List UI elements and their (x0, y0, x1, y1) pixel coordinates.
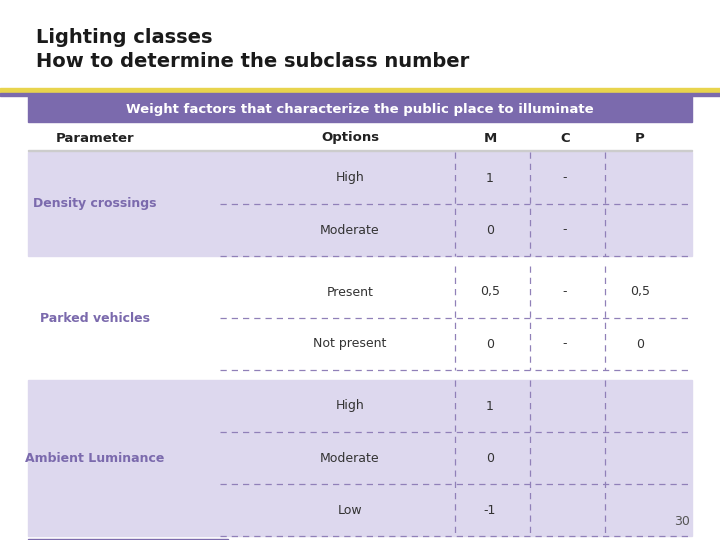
Bar (28, 266, 692, 370)
Text: Weight factors that characterize the public place to illuminate: Weight factors that characterize the pub… (126, 103, 594, 116)
Bar (28, 380, 692, 536)
Text: 0: 0 (636, 338, 644, 350)
Text: 0: 0 (486, 451, 494, 464)
Text: Parked vehicles: Parked vehicles (40, 312, 150, 325)
Bar (0, 93, 720, 96)
Text: How to determine the subclass number: How to determine the subclass number (36, 52, 469, 71)
Text: Moderate: Moderate (320, 224, 380, 237)
Text: Moderate: Moderate (320, 451, 380, 464)
Text: 0: 0 (486, 224, 494, 237)
Text: 0: 0 (486, 338, 494, 350)
Text: Low: Low (338, 503, 362, 516)
Text: Density crossings: Density crossings (33, 198, 157, 211)
Text: Parameter: Parameter (55, 132, 135, 145)
Text: 0,5: 0,5 (480, 286, 500, 299)
Bar (0, 88, 720, 93)
Text: P: P (635, 132, 645, 145)
Text: -: - (563, 172, 567, 185)
Text: 0,5: 0,5 (630, 286, 650, 299)
Text: High: High (336, 400, 364, 413)
Bar (28, 152, 692, 256)
Text: Lighting classes: Lighting classes (36, 28, 212, 47)
Bar (28, 150, 692, 151)
Text: Ambient Luminance: Ambient Luminance (25, 451, 165, 464)
Text: Options: Options (321, 132, 379, 145)
Text: 1: 1 (486, 172, 494, 185)
Text: -: - (563, 338, 567, 350)
Text: 30: 30 (674, 515, 690, 528)
Text: -1: -1 (484, 503, 496, 516)
Text: -: - (563, 286, 567, 299)
Text: Present: Present (327, 286, 374, 299)
Text: 1: 1 (486, 400, 494, 413)
Text: High: High (336, 172, 364, 185)
Bar (28, 96, 692, 122)
Bar (28, 539, 228, 540)
Text: Not present: Not present (313, 338, 387, 350)
Text: -: - (563, 224, 567, 237)
Text: C: C (560, 132, 570, 145)
Text: M: M (483, 132, 497, 145)
